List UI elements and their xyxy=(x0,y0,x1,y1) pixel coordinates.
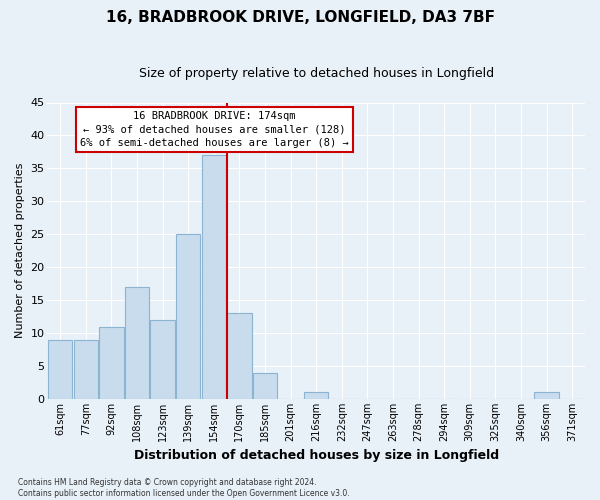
Bar xyxy=(99,326,124,399)
Title: Size of property relative to detached houses in Longfield: Size of property relative to detached ho… xyxy=(139,68,494,80)
Text: 16 BRADBROOK DRIVE: 174sqm
← 93% of detached houses are smaller (128)
6% of semi: 16 BRADBROOK DRIVE: 174sqm ← 93% of deta… xyxy=(80,112,349,148)
Bar xyxy=(227,314,251,399)
Bar xyxy=(304,392,328,399)
Bar xyxy=(253,372,277,399)
Bar xyxy=(74,340,98,399)
Bar xyxy=(125,287,149,399)
Y-axis label: Number of detached properties: Number of detached properties xyxy=(15,163,25,338)
Bar xyxy=(535,392,559,399)
Bar xyxy=(48,340,73,399)
Text: Contains HM Land Registry data © Crown copyright and database right 2024.
Contai: Contains HM Land Registry data © Crown c… xyxy=(18,478,350,498)
Bar xyxy=(176,234,200,399)
X-axis label: Distribution of detached houses by size in Longfield: Distribution of detached houses by size … xyxy=(134,450,499,462)
Bar xyxy=(202,155,226,399)
Bar xyxy=(151,320,175,399)
Text: 16, BRADBROOK DRIVE, LONGFIELD, DA3 7BF: 16, BRADBROOK DRIVE, LONGFIELD, DA3 7BF xyxy=(106,10,494,25)
